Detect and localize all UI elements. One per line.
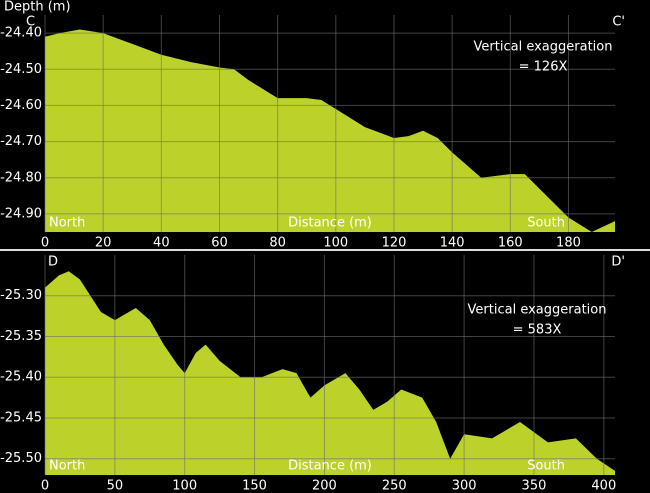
x-tick-label: 100 — [323, 236, 348, 251]
x-tick-label: 40 — [153, 236, 170, 251]
y-tick-label: -25.30 — [0, 288, 42, 303]
x-tick-label: 400 — [591, 479, 616, 493]
x-tick-label: 250 — [382, 479, 407, 493]
y-tick-label: -24.80 — [0, 170, 42, 185]
annotation: = 126X — [519, 60, 568, 75]
y-tick-label: -24.60 — [0, 98, 42, 113]
y-tick-label: -25.35 — [0, 329, 42, 344]
x-tick-label: 160 — [498, 236, 523, 251]
right-label: South — [527, 216, 565, 231]
x-tick-label: 80 — [269, 236, 286, 251]
annotation: = 583X — [513, 323, 562, 338]
end-label: C' — [612, 15, 625, 30]
end-label: D' — [611, 255, 625, 270]
start-label: C — [26, 15, 35, 30]
x-tick-label: 20 — [95, 236, 112, 251]
x-tick-label: 200 — [312, 479, 337, 493]
x-axis-title: Distance (m) — [288, 459, 372, 474]
y-axis-title: Depth (m) — [4, 0, 71, 15]
y-tick-label: -25.45 — [0, 410, 42, 425]
x-tick-label: 0 — [41, 479, 49, 493]
y-tick-label: -24.90 — [0, 206, 42, 221]
x-axis-title: Distance (m) — [288, 216, 372, 231]
x-tick-label: 120 — [382, 236, 407, 251]
annotation: Vertical exaggeration — [474, 40, 613, 55]
x-tick-label: 300 — [452, 479, 477, 493]
x-tick-label: 50 — [107, 479, 124, 493]
x-tick-label: 100 — [172, 479, 197, 493]
y-tick-label: -24.50 — [0, 62, 42, 77]
x-tick-label: 140 — [440, 236, 465, 251]
y-tick-label: -25.50 — [0, 451, 42, 466]
x-tick-label: 60 — [211, 236, 228, 251]
x-tick-label: 350 — [522, 479, 547, 493]
profile-area — [45, 271, 615, 475]
y-tick-label: -24.40 — [0, 26, 42, 41]
right-label: South — [527, 459, 565, 474]
x-tick-label: 0 — [41, 236, 49, 251]
left-label: North — [49, 216, 85, 231]
y-tick-label: -25.40 — [0, 370, 42, 385]
y-tick-label: -24.70 — [0, 134, 42, 149]
left-label: North — [49, 459, 85, 474]
profile-area — [45, 29, 615, 232]
annotation: Vertical exaggeration — [468, 303, 607, 318]
x-tick-label: 180 — [556, 236, 581, 251]
start-label: D — [48, 255, 58, 270]
x-tick-label: 150 — [242, 479, 267, 493]
